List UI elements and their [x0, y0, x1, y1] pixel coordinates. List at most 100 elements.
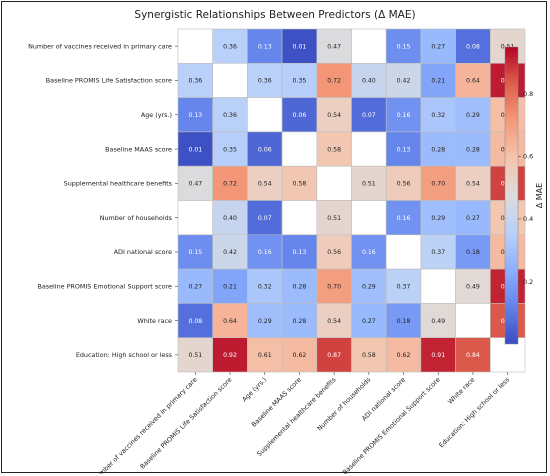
heatmap-cell [212, 97, 248, 133]
cell-value-label: 0.32 [431, 112, 445, 119]
colorbar-gradient [504, 46, 519, 345]
cell-value-label: 0.35 [223, 146, 237, 153]
heatmap-cell [420, 337, 456, 373]
cell-value-label: 0.54 [258, 181, 272, 188]
heatmap-cell [420, 268, 456, 304]
cell-value-label: 0.84 [466, 352, 480, 359]
heatmap-cell [455, 131, 491, 167]
cell-value-label: 0.18 [466, 249, 480, 256]
heatmap-cell [351, 268, 387, 304]
heatmap-cell [420, 28, 456, 64]
cell-value-label: 0.27 [431, 43, 445, 50]
heatmap-cell [420, 62, 456, 98]
heatmap-cell [455, 165, 491, 201]
cell-value-label: 0.54 [327, 112, 341, 119]
cell-value-label: 0.37 [431, 249, 445, 256]
heatmap-cell [177, 97, 214, 133]
heatmap-cell [316, 268, 352, 304]
cell-value-label: 0.37 [397, 283, 411, 290]
heatmap-cell [455, 268, 491, 304]
cell-value-label: 0.51 [327, 215, 341, 222]
cell-value-label: 0.70 [431, 181, 445, 188]
x-tick-labels: Number of vaccines received in primary c… [91, 372, 512, 474]
cell-value-label: 0.08 [466, 43, 480, 50]
cell-value-label: 0.40 [223, 215, 237, 222]
cell-value-label: 0.58 [293, 181, 307, 188]
heatmap-cell [351, 131, 387, 167]
cell-value-label: 0.35 [293, 78, 307, 85]
x-tick-label-education-high-school-or-less: Education: High school or less [437, 375, 511, 449]
heatmap-cell [281, 97, 318, 133]
cell-value-label: 0.08 [188, 318, 202, 325]
colorbar-tick-label: 0.6 [523, 153, 533, 161]
y-tick-label-baseline-promis-life-satisfaction-score: Baseline PROMIS Life Satisfaction score [46, 77, 172, 85]
cell-value-label: 0.49 [431, 318, 445, 325]
cell-value-label: 0.62 [397, 352, 411, 359]
cell-value-label: 0.13 [397, 146, 411, 153]
cell-value-label: 0.27 [466, 215, 480, 222]
heatmap-cell [212, 337, 248, 373]
heatmap-cell [316, 97, 352, 133]
chart-title: Synergistic Relationships Between Predic… [134, 9, 415, 21]
heatmap-cell [420, 131, 456, 167]
cell-value-label: 0.62 [293, 352, 307, 359]
cell-value-label: 0.56 [397, 181, 411, 188]
cell-value-label: 0.61 [258, 352, 272, 359]
heatmap-cell [385, 165, 422, 201]
cell-value-label: 0.21 [223, 283, 237, 290]
heatmap-cell [281, 28, 318, 64]
heatmap-cell [281, 200, 318, 236]
heatmap-cell [281, 62, 318, 98]
heatmap-cell [177, 131, 214, 167]
x-tick-label-white-race: White race [446, 376, 476, 406]
cell-value-label: 0.64 [466, 78, 480, 85]
heatmap-cell [177, 28, 214, 64]
colorbar-tick-label: 0.8 [523, 90, 533, 98]
heatmap-cell [455, 337, 491, 373]
cell-value-label: 0.06 [258, 146, 272, 153]
heatmap-cell [420, 200, 456, 236]
heatmap-cell [385, 234, 422, 270]
heatmap-cell [455, 303, 491, 338]
cell-value-label: 0.92 [223, 352, 237, 359]
heatmap-cell [385, 97, 422, 133]
cell-value-label: 0.51 [188, 352, 202, 359]
heatmap-cell [212, 200, 248, 236]
cell-value-label: 0.28 [431, 146, 445, 153]
heatmap-cell [247, 131, 283, 167]
heatmap-cell [177, 62, 214, 98]
heatmap-cell [316, 234, 352, 270]
cell-value-label: 0.13 [293, 249, 307, 256]
y-tick-label-age-yrs: Age (yrs.) [141, 111, 172, 119]
heatmap-cell [420, 234, 456, 270]
heatmap-cell [420, 165, 456, 201]
y-tick-label-white-race: White race [137, 317, 172, 325]
cell-value-label: 0.29 [258, 318, 272, 325]
colorbar-tick-label: 0.4 [523, 215, 533, 223]
heatmap-cell [177, 234, 214, 270]
cell-value-label: 0.13 [188, 112, 202, 119]
cell-value-label: 0.72 [327, 78, 341, 85]
cell-value-label: 0.01 [293, 43, 307, 50]
cell-value-label: 0.47 [327, 43, 341, 50]
cell-value-label: 0.56 [327, 249, 341, 256]
heatmap-cell [351, 97, 387, 133]
cell-value-label: 0.28 [293, 283, 307, 290]
heatmap-cell [281, 234, 318, 270]
heatmap-cells: 0.36 0.13 0.01 0.47 0.15 0.27 0.08 0.51 0.36 0.36… [177, 28, 526, 373]
cell-value-label: 0.64 [223, 318, 237, 325]
colorbar: 0.2 0.4 0.6 0.8 Δ MAE [504, 46, 544, 345]
y-tick-labels: Number of vaccines received in primary c… [28, 42, 178, 359]
cell-value-label: 0.42 [397, 78, 411, 85]
colorbar-label: Δ MAE [535, 183, 544, 208]
heatmap-cell [247, 97, 283, 133]
heatmap-cell [281, 337, 318, 373]
heatmap-cell [351, 234, 387, 270]
heatmap-cell [247, 62, 283, 98]
cell-value-label: 0.29 [362, 283, 376, 290]
heatmap-cell [281, 268, 318, 304]
heatmap-cell [247, 337, 283, 373]
cell-value-label: 0.91 [431, 352, 445, 359]
